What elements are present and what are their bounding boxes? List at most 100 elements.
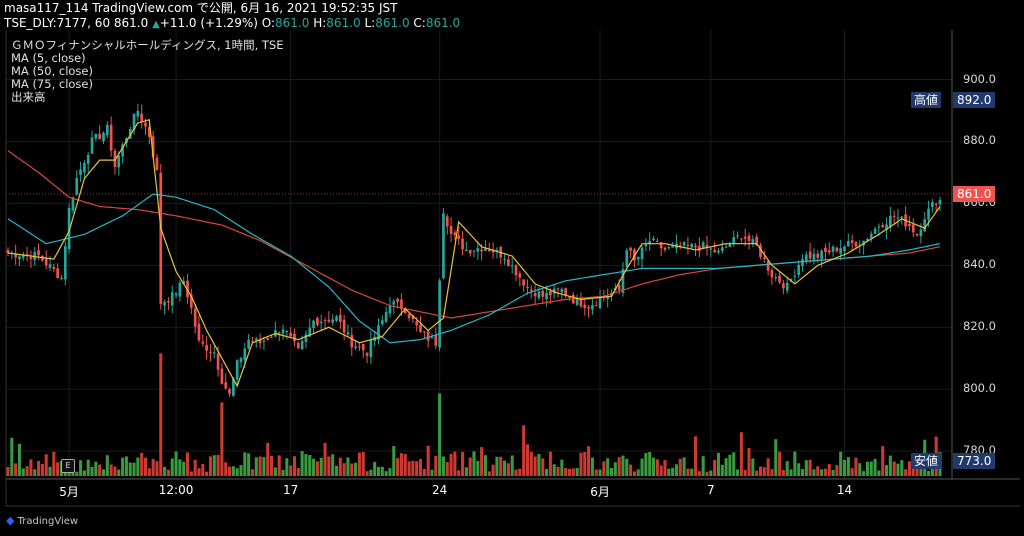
volume-bar bbox=[40, 464, 44, 476]
volume-bar bbox=[869, 461, 873, 476]
candle bbox=[885, 224, 888, 230]
candle bbox=[205, 344, 208, 351]
volume-bar bbox=[21, 468, 25, 476]
candle bbox=[625, 250, 629, 267]
volume-bar bbox=[873, 458, 877, 476]
legend-ma5[interactable]: MA (5, close) bbox=[11, 51, 86, 65]
candle bbox=[529, 289, 533, 291]
volume-bar bbox=[159, 353, 163, 476]
candle bbox=[430, 337, 434, 339]
candle bbox=[312, 320, 315, 329]
volume-bar bbox=[682, 457, 686, 476]
volume-bar bbox=[228, 466, 232, 476]
volume-bar bbox=[858, 463, 862, 476]
volume-bar bbox=[373, 461, 377, 476]
candle bbox=[14, 253, 17, 258]
volume-bar bbox=[445, 462, 449, 476]
candle bbox=[503, 259, 506, 261]
legend-ma75[interactable]: MA (75, close) bbox=[11, 77, 93, 91]
volume-bar bbox=[208, 456, 212, 476]
volume-bar bbox=[338, 457, 342, 476]
y-tick-label: 820.0 bbox=[963, 319, 996, 334]
candle bbox=[434, 335, 438, 346]
high-value: 861.0 bbox=[326, 16, 361, 30]
volume-bar bbox=[143, 457, 148, 476]
candle bbox=[79, 169, 82, 176]
candle bbox=[491, 249, 495, 253]
candle bbox=[690, 243, 694, 248]
volume-bar bbox=[14, 463, 18, 476]
candle bbox=[423, 331, 426, 333]
volume-bar bbox=[415, 461, 419, 476]
candle bbox=[132, 113, 136, 131]
candle bbox=[442, 213, 445, 279]
volume-bar bbox=[25, 466, 29, 476]
candle bbox=[277, 332, 281, 334]
volume-bar bbox=[613, 462, 617, 476]
tradingview-logo-icon: ◆ bbox=[6, 514, 15, 527]
legend-ma50[interactable]: MA (50, close) bbox=[11, 64, 93, 78]
candle bbox=[766, 260, 770, 271]
volume-bar bbox=[686, 468, 690, 476]
volume-bar bbox=[289, 465, 293, 476]
volume-bar bbox=[545, 468, 549, 476]
volume-bar bbox=[842, 459, 847, 476]
volume-bar bbox=[361, 451, 365, 476]
volume-bar bbox=[728, 454, 732, 476]
candle bbox=[789, 279, 793, 281]
volume-bar bbox=[441, 456, 445, 476]
volume-bar bbox=[743, 469, 747, 476]
candle bbox=[732, 237, 736, 244]
candle bbox=[877, 226, 881, 228]
volume-bar bbox=[124, 456, 128, 476]
candle bbox=[308, 327, 312, 337]
volume-bar bbox=[37, 461, 41, 476]
volume-bar bbox=[724, 458, 728, 476]
legend-volume[interactable]: 出来高 bbox=[11, 90, 46, 104]
candle bbox=[560, 288, 564, 293]
open-label: O: bbox=[261, 16, 276, 30]
candle bbox=[671, 245, 674, 248]
candle bbox=[37, 250, 40, 256]
volume-bar bbox=[231, 466, 235, 476]
candle bbox=[461, 238, 464, 250]
volume-bar bbox=[655, 459, 659, 476]
volume-bar bbox=[548, 451, 552, 476]
volume-bar bbox=[461, 451, 465, 476]
volume-bar bbox=[128, 462, 132, 476]
candle bbox=[705, 244, 709, 248]
candle bbox=[793, 275, 797, 277]
volume-bar bbox=[694, 436, 698, 476]
candle bbox=[445, 216, 449, 227]
volume-bar bbox=[804, 460, 808, 476]
earnings-event-icon[interactable]: E bbox=[61, 459, 75, 473]
candle bbox=[190, 294, 193, 308]
candle bbox=[621, 269, 625, 293]
volume-bar bbox=[365, 471, 369, 476]
volume-bar bbox=[235, 468, 239, 476]
volume-bar bbox=[514, 469, 518, 476]
volume-bar bbox=[239, 465, 243, 476]
volume-bar bbox=[560, 459, 564, 476]
candle bbox=[774, 277, 778, 279]
candle bbox=[155, 157, 159, 170]
volume-bar bbox=[243, 452, 247, 476]
candle bbox=[128, 129, 132, 139]
volume-bar bbox=[709, 470, 713, 476]
high-tag: 高値 bbox=[911, 92, 942, 108]
candle bbox=[243, 348, 247, 361]
candle bbox=[831, 246, 835, 252]
volume-bar bbox=[418, 458, 423, 476]
volume-bar bbox=[270, 455, 274, 476]
volume-bar bbox=[151, 458, 155, 476]
candle bbox=[296, 342, 300, 349]
volume-bar bbox=[713, 459, 717, 476]
volume-bar bbox=[29, 459, 33, 476]
candle bbox=[151, 136, 155, 158]
volume-bar bbox=[506, 463, 510, 476]
volume-bar bbox=[98, 464, 102, 476]
volume-bar bbox=[201, 463, 205, 476]
volume-bar bbox=[48, 466, 52, 476]
volume-bar bbox=[369, 469, 373, 476]
